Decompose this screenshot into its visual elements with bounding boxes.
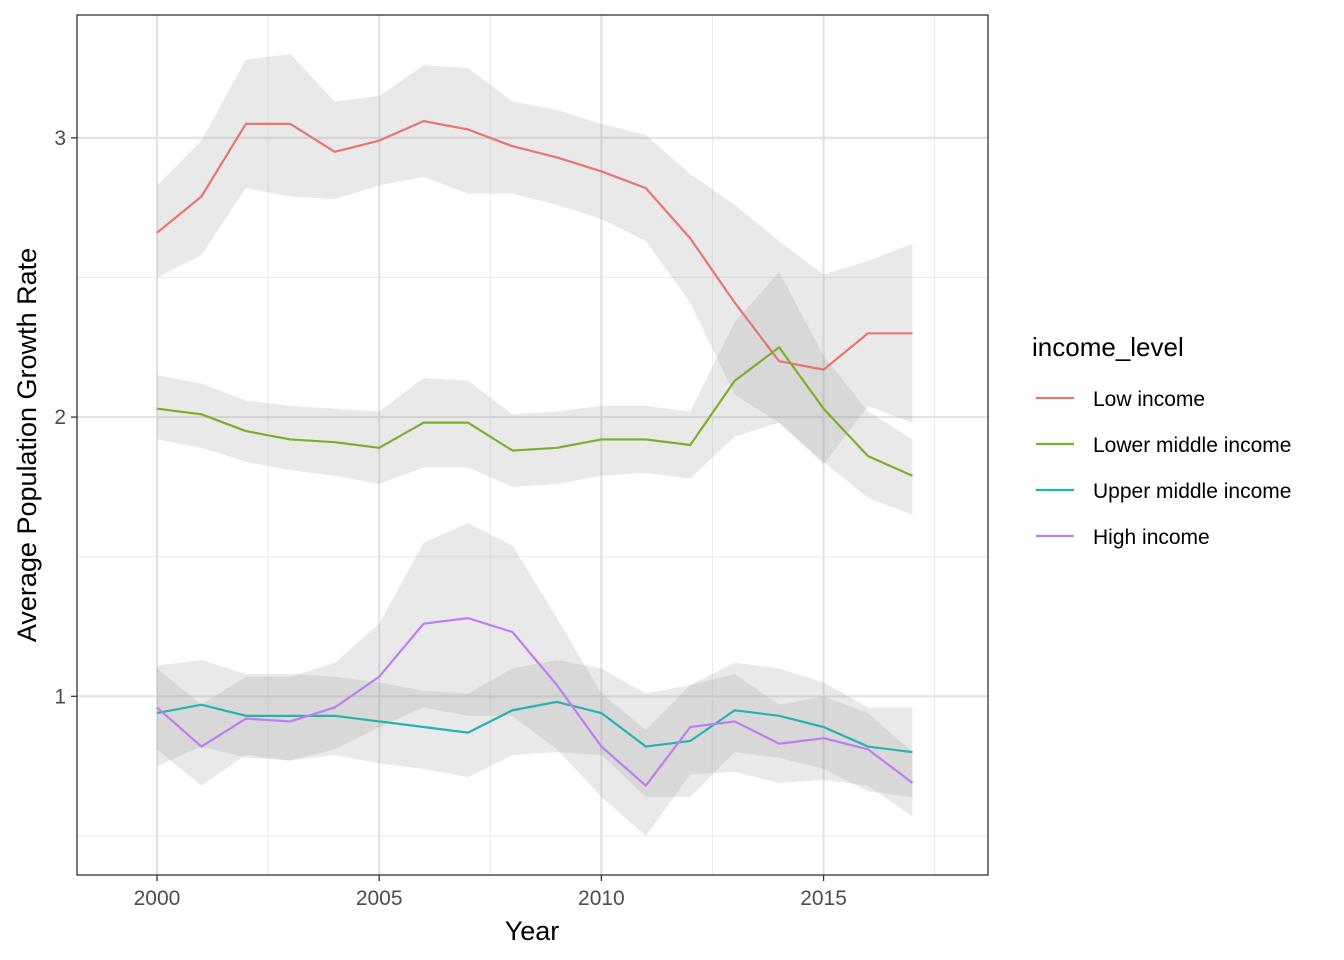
grid-major (77, 15, 988, 875)
series-line-2 (156, 700, 913, 754)
x-tick-label: 2005 (356, 887, 403, 910)
legend: income_level Low income Lower middle inco… (1032, 332, 1291, 549)
y-axis: 1 2 3 (54, 127, 77, 708)
y-tick-label: 3 (54, 127, 66, 150)
confidence-ribbons (156, 54, 913, 836)
y-tick-label: 2 (54, 406, 66, 429)
y-axis-title: Average Population Growth Rate (12, 248, 42, 642)
series-line-0 (156, 119, 913, 371)
ribbon-2 (156, 660, 913, 797)
ribbon-3 (156, 523, 913, 836)
legend-label-2: Upper middle income (1093, 480, 1291, 503)
panel-border (76, 14, 989, 876)
ribbon-1 (156, 271, 913, 515)
legend-label-0: Low income (1093, 388, 1205, 411)
x-axis: 2000 2005 2010 2015 (134, 875, 847, 910)
x-axis-title: Year (505, 916, 560, 946)
y-tick-label: 1 (54, 685, 66, 708)
series-lines (156, 119, 914, 787)
legend-label-3: High income (1093, 526, 1210, 549)
x-tick-label: 2010 (578, 887, 625, 910)
series-line-1 (156, 346, 913, 477)
ribbon-0 (156, 54, 913, 465)
legend-title: income_level (1032, 332, 1184, 362)
grid-minor (77, 15, 988, 875)
x-tick-label: 2000 (134, 887, 181, 910)
plot-panel (76, 14, 989, 876)
series-line-3 (156, 617, 914, 787)
legend-label-1: Lower middle income (1093, 434, 1291, 457)
legend-items: Low income Lower middle income Upper middl… (1036, 388, 1291, 549)
x-tick-label: 2015 (800, 887, 847, 910)
